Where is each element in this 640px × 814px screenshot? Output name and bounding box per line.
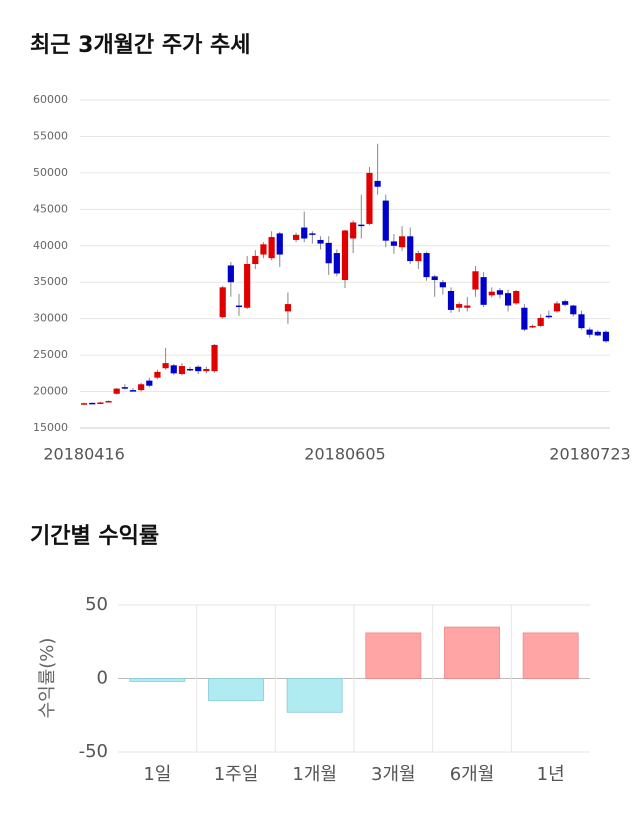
candle-body [268,237,275,259]
y-tick-label: -50 [79,741,108,762]
candle-body [521,307,528,330]
candle-body [333,253,340,274]
chart-title: 최근 3개월간 주가 추세 [30,33,250,58]
bar [208,678,264,701]
candle-body [578,314,585,329]
x-tick-label: 20180416 [43,445,124,464]
candle-body [545,315,552,318]
candle-body [382,200,389,241]
candle-body [105,401,112,403]
candle-body [162,363,169,369]
y-tick-label: 60000 [33,93,68,106]
x-tick-label: 20180605 [304,445,385,464]
candle-body [480,277,487,305]
candle-body [586,329,593,335]
y-tick-label: 45000 [33,202,68,215]
candle-body [309,233,316,235]
candle-body [138,384,145,391]
candle-body [154,371,161,378]
candle-body [537,317,544,326]
candle-body [431,276,438,281]
candle-body [513,290,520,304]
candle-body [488,291,495,296]
y-tick-label: 55000 [33,129,68,142]
candle-body [146,380,153,386]
candle-body [284,304,292,312]
y-tick-label: 0 [97,668,108,689]
candle-body [227,265,234,283]
candle-body [358,224,365,227]
candle-body [602,331,610,342]
x-tick-label: 1주일 [214,764,259,785]
candle-body [276,233,283,255]
candle-body [80,403,88,405]
x-tick-label: 1개월 [292,764,337,785]
candle-body [121,387,128,389]
candle-body [398,236,406,248]
candle-body [211,344,218,372]
candle-body [252,255,259,264]
candle-body [170,365,177,374]
x-tick-label: 3개월 [371,764,416,785]
candle-body [317,239,324,244]
candle-body [464,305,471,308]
candle-body [390,241,398,246]
candle-body [341,230,349,281]
bar [522,632,579,679]
candle-body [456,304,463,308]
candle-body [570,305,577,315]
candle-body [496,290,504,295]
candle-body [178,366,186,375]
x-tick-label: 20180723 [549,445,630,464]
candle-body [350,222,357,239]
candle-body [439,282,446,288]
y-tick-label: 15000 [33,421,68,434]
candle-body [366,172,373,224]
candle-body [325,242,332,264]
x-tick-label: 1일 [143,764,171,785]
y-tick-label: 50000 [33,166,68,179]
candle-body [407,236,414,262]
y-axis-label: 수익률(%) [37,638,58,719]
chart-title: 기간별 수익률 [30,524,159,549]
candle-body [203,368,210,372]
bar [129,678,186,682]
candle-body [301,227,308,239]
candle-body [562,301,569,305]
candle-body [97,402,104,404]
y-tick-label: 30000 [33,312,68,325]
candle-body [292,234,300,240]
candle-body [447,290,455,310]
bar [365,632,422,679]
x-tick-label: 6개월 [450,764,495,785]
candle-body [244,264,251,308]
candle-body [219,287,226,318]
candle-body [529,325,536,328]
y-tick-label: 20000 [33,385,68,398]
candle-body [113,388,120,394]
y-tick-label: 35000 [33,275,68,288]
candle-body [129,390,137,392]
y-tick-label: 25000 [33,348,68,361]
candle-body [195,366,202,372]
candle-body [235,305,243,308]
bar [286,678,343,713]
y-tick-label: 40000 [33,239,68,252]
bar [444,626,500,679]
candle-body [594,331,601,336]
candle-body [553,303,561,312]
y-tick-label: 50 [85,594,108,615]
candle-body [89,402,96,405]
x-tick-label: 1년 [537,764,565,785]
candle-body [504,293,512,306]
candle-body [472,271,479,290]
candle-body [260,244,267,255]
candle-body [186,368,194,371]
candle-body [374,180,381,187]
candle-body [415,253,422,262]
candle-body [423,253,430,278]
